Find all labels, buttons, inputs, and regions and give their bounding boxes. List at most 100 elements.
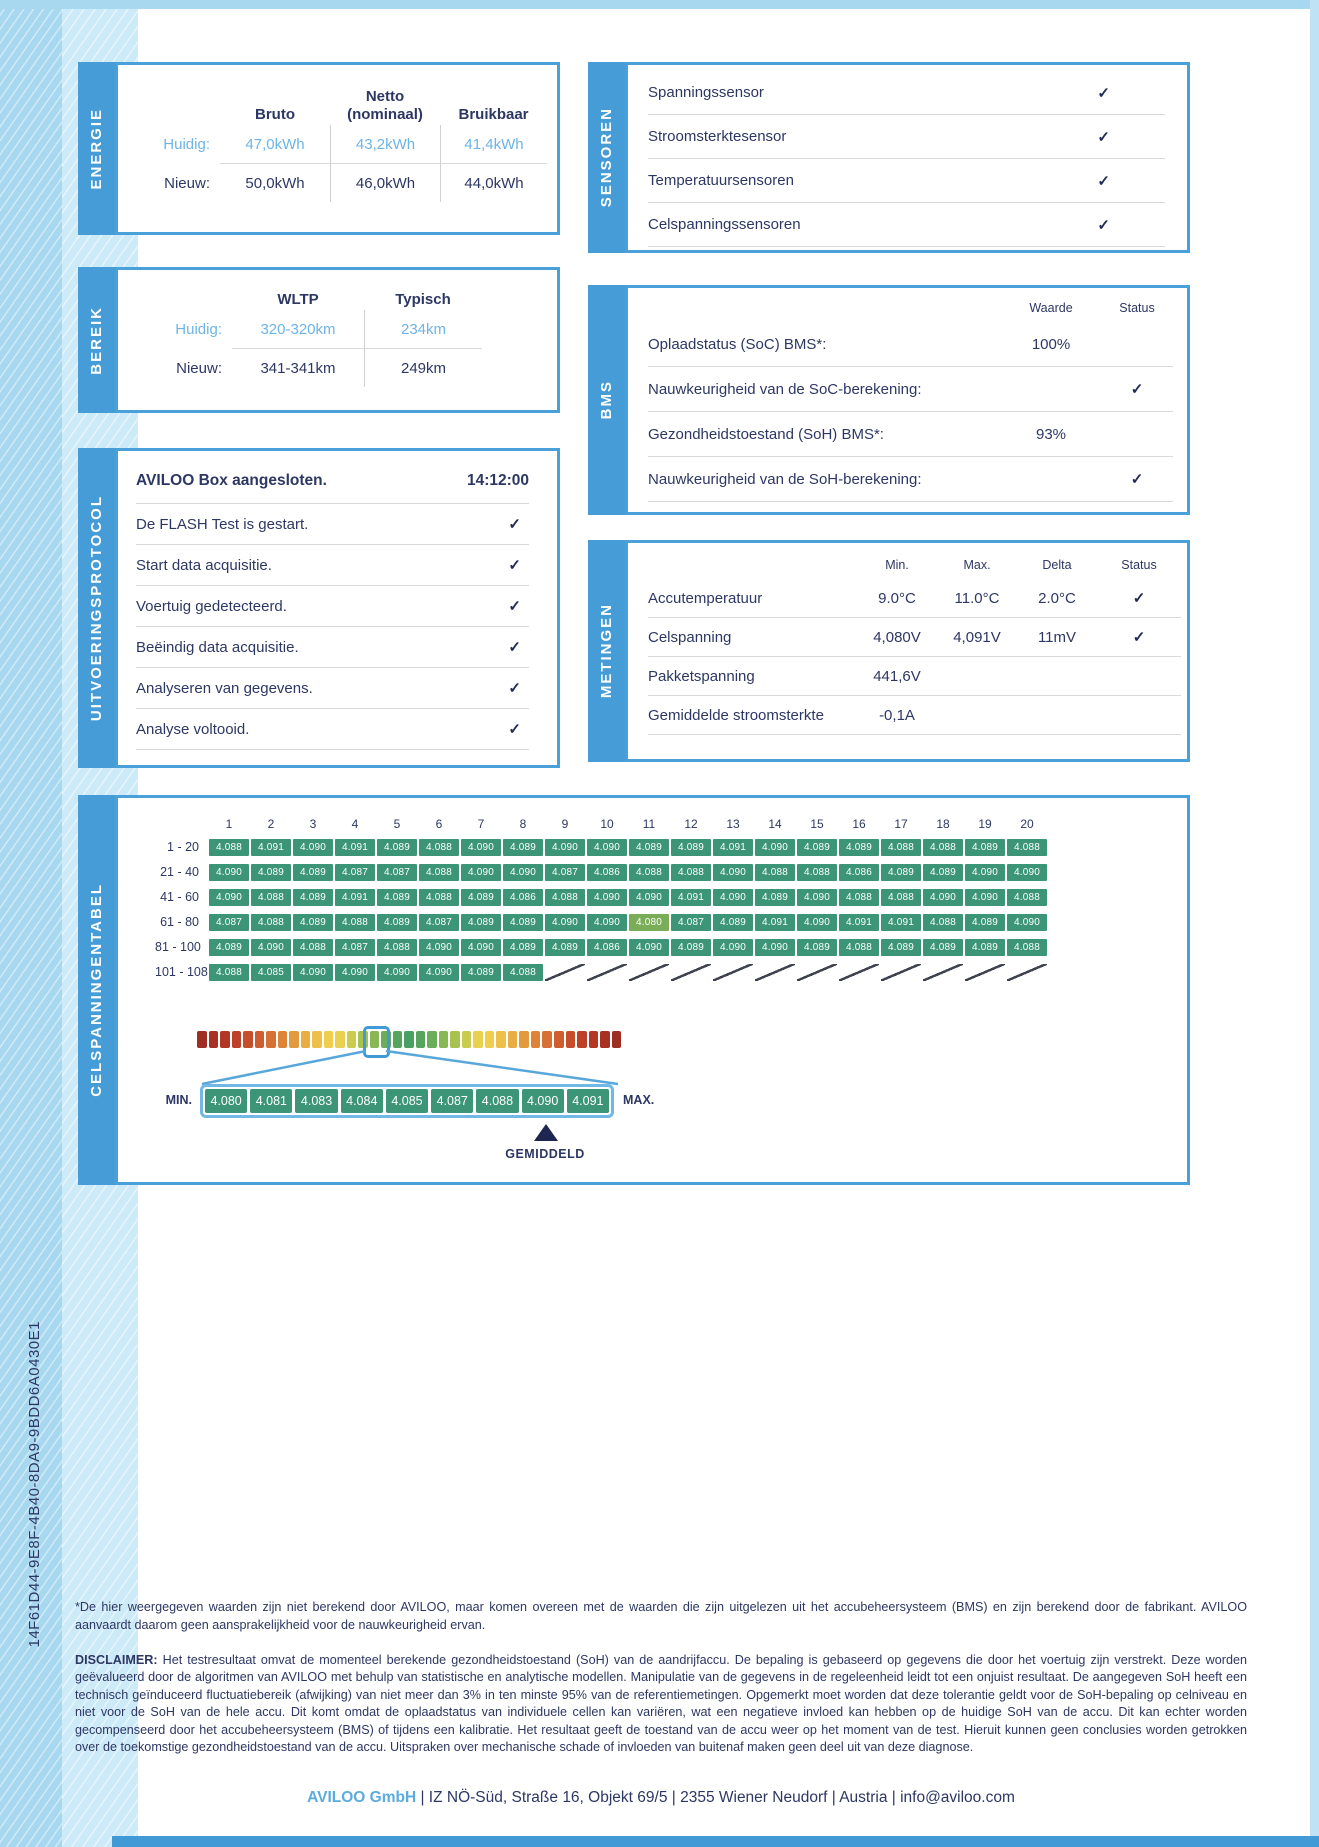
cell-voltage-value: 4.090 [713, 864, 753, 881]
empty-cell-slash [545, 964, 585, 981]
cell-voltage-value: 4.090 [1007, 914, 1047, 931]
right-edge-strip [1310, 0, 1319, 1847]
celltable-tab: CELSPANNINGENTABEL [78, 795, 115, 1185]
gradient-segment [415, 1031, 426, 1048]
gradient-highlight-box [363, 1026, 390, 1058]
footer-company: AVILOO GmbH [307, 1789, 417, 1806]
zoom-strip-value: 4.080 [205, 1089, 248, 1113]
empty-cell-slash [629, 964, 669, 981]
gradient-segment [484, 1031, 495, 1048]
cell-column-number: 14 [768, 817, 782, 831]
metingen-row-delta: 2.0°C [1017, 579, 1097, 618]
cell-column-number: 8 [519, 817, 527, 831]
cell-voltage-value: 4.089 [965, 914, 1005, 931]
gradient-segment [542, 1031, 552, 1048]
celltable-box: 1 2 3 4 5 6 7 8 9 10 11 12 13 14 15 16 17 18 19 20 1 - 20 4.0… [115, 795, 1190, 1185]
section-celltable: CELSPANNINGENTABEL 1 2 3 4 5 6 7 8 9 10 11 12 13 14 15… [78, 795, 1190, 1185]
empty-cell-slash [713, 964, 753, 981]
cell-voltage-value: 4.088 [1007, 889, 1047, 906]
footer-address: | IZ NÖ-Süd, Straße 16, Objekt 69/5 | 23… [416, 1789, 1015, 1806]
bms-header-waarde: Waarde [1029, 301, 1073, 315]
gradient-segment [588, 1031, 599, 1048]
cell-voltage-value: 4.086 [587, 939, 627, 956]
bms-rows: Oplaadstatus (SoC) BMS*: 100% Nauwkeurighe… [628, 322, 1187, 502]
zoom-strip-value: 4.083 [295, 1089, 338, 1113]
sensoren-box: Spanningssensor ✓ Stroomsterktesensor ✓ Temp… [625, 62, 1190, 253]
bereik-tab-label: BEREIK [88, 305, 105, 375]
protocol-step-label: Start data acquisitie. [136, 556, 272, 574]
cell-voltage-value: 4.088 [923, 839, 963, 856]
cell-voltage-value: 4.089 [797, 839, 837, 856]
sensor-label: Spanningssensor [648, 84, 764, 101]
protocol-step-row: Beëindig data acquisitie. ✓ [136, 627, 529, 668]
protocol-step-label: De FLASH Test is gestart. [136, 515, 309, 533]
bereik-nieuw-wltp: 341-341km [260, 359, 336, 377]
energie-huidig-bruto: 47,0kWh [220, 125, 330, 164]
metingen-row-max [937, 696, 1017, 735]
gradient-segment [438, 1031, 449, 1048]
cell-voltage-value: 4.090 [461, 839, 501, 856]
check-icon: ✓ [1130, 471, 1144, 488]
bms-header-status: Status [1119, 301, 1155, 315]
check-icon: ✓ [1132, 590, 1146, 607]
gradient-segment [450, 1031, 460, 1048]
cell-voltage-value: 4.090 [293, 839, 333, 856]
cell-column-number: 16 [852, 817, 866, 831]
sensoren-tab-label: SENSOREN [598, 107, 615, 208]
gradient-segment [266, 1031, 276, 1048]
cell-voltage-value: 4.088 [839, 889, 879, 906]
section-protocol: UITVOERINGSPROTOCOL AVILOO Box aangeslot… [78, 448, 560, 768]
bereik-table: WLTP Typisch Huidig: 320-320km 234km Nie… [120, 278, 557, 387]
protocol-step-row: Analyse voltooid. ✓ [136, 709, 529, 750]
gradient-segment [392, 1031, 403, 1048]
cell-voltage-value: 4.087 [671, 914, 711, 931]
cell-voltage-value: 4.089 [755, 889, 795, 906]
cell-voltage-value: 4.089 [713, 914, 753, 931]
cell-voltage-value: 4.088 [419, 839, 459, 856]
bms-row-waarde: 93% [1001, 412, 1101, 457]
check-icon: ✓ [1130, 381, 1144, 398]
cell-voltage-value: 4.091 [881, 914, 921, 931]
cell-voltage-value: 4.090 [587, 889, 627, 906]
gradient-segment [289, 1031, 299, 1048]
cell-voltage-value: 4.088 [839, 939, 879, 956]
cell-voltage-value: 4.089 [797, 939, 837, 956]
cell-column-number: 13 [726, 817, 740, 831]
cell-voltage-value: 4.091 [755, 914, 795, 931]
zoom-strip-value: 4.085 [385, 1089, 429, 1113]
metingen-row-status [1097, 696, 1181, 735]
gradient-segment [507, 1031, 518, 1048]
protocol-step-row: Voertuig gedetecteerd. ✓ [136, 586, 529, 627]
sensor-label: Stroomsterktesensor [648, 128, 787, 145]
cell-voltage-value: 4.090 [545, 839, 585, 856]
energie-box: Bruto Netto (nominaal) Bruikbaar Huidig: … [115, 62, 560, 235]
bms-row-label: Nauwkeurigheid van de SoH-berekening: [648, 457, 1001, 502]
cell-voltage-value: 4.090 [923, 889, 963, 906]
cell-voltage-value: 4.087 [335, 864, 375, 881]
cell-voltage-value: 4.090 [209, 864, 249, 881]
sensor-label: Temperatuursensoren [648, 172, 794, 189]
protocol-step-label: Analyse voltooid. [136, 720, 250, 738]
cell-voltage-value: 4.089 [461, 914, 501, 931]
cell-column-number: 10 [600, 817, 614, 831]
energie-huidig-bruikbaar: 41,4kWh [440, 125, 547, 164]
empty-cell-slash [965, 964, 1005, 981]
metingen-row-min: 4,080V [857, 618, 937, 657]
cell-row-label: 101 - 108 [155, 965, 208, 979]
cell-column-number: 7 [477, 817, 485, 831]
energie-nieuw-label: Nieuw: [164, 174, 210, 192]
gradient-segment [565, 1031, 576, 1048]
cell-voltage-value: 4.090 [587, 839, 627, 856]
protocol-step-label: Analyseren van gegevens. [136, 679, 313, 697]
metingen-row: Celspanning 4,080V 4,091V 11mV ✓ [648, 618, 1181, 657]
cell-voltage-value: 4.089 [965, 939, 1005, 956]
protocol-step-label: Beëindig data acquisitie. [136, 638, 299, 656]
energie-nieuw-netto: 46,0kWh [330, 164, 440, 202]
cell-voltage-value: 4.088 [755, 864, 795, 881]
cell-voltage-value: 4.090 [629, 889, 669, 906]
top-edge-strip [0, 0, 1319, 9]
metingen-row-max: 4,091V [937, 618, 1017, 657]
left-striped-band [0, 0, 62, 1847]
cell-voltage-value: 4.091 [713, 839, 753, 856]
cell-voltage-value: 4.090 [335, 964, 375, 981]
